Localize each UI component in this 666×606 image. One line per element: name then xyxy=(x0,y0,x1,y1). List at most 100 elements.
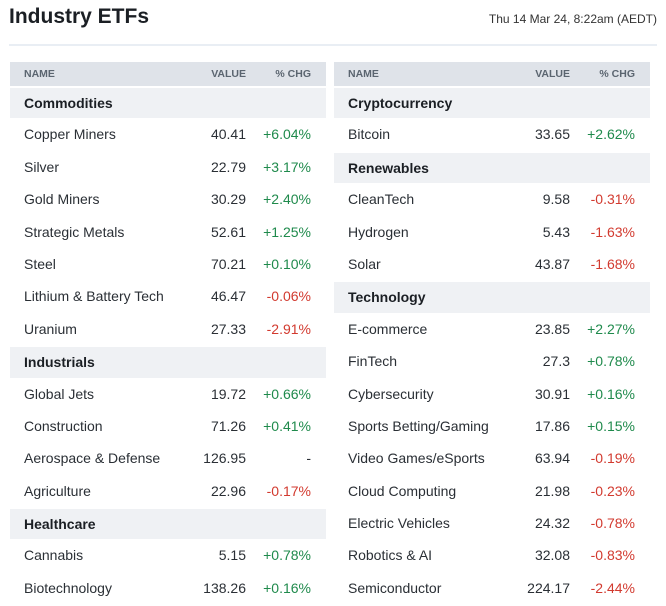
etf-value: 43.87 xyxy=(534,255,570,272)
etf-name: Video Games/eSports xyxy=(348,450,485,467)
divider xyxy=(9,44,657,46)
etf-change: +3.17% xyxy=(263,158,311,175)
table-header: NAME VALUE % CHG xyxy=(334,62,650,86)
etf-change: -0.78% xyxy=(590,515,635,532)
table-header: NAME VALUE % CHG xyxy=(10,62,326,86)
etf-value: 32.08 xyxy=(534,547,570,564)
etf-value: 71.26 xyxy=(210,417,246,434)
etf-row[interactable]: Uranium 27.33 -2.91% xyxy=(10,313,326,345)
etf-change: +0.15% xyxy=(587,417,635,434)
etf-name: Construction xyxy=(24,417,103,434)
etf-row[interactable]: Solar 43.87 -1.68% xyxy=(334,248,650,280)
etf-change: +0.16% xyxy=(263,579,311,596)
etf-name: Strategic Metals xyxy=(24,223,125,240)
etf-value: 70.21 xyxy=(210,255,246,272)
etf-row[interactable]: Bitcoin 33.65 +2.62% xyxy=(334,118,650,150)
etf-change: -2.44% xyxy=(590,579,635,596)
etf-change: +6.04% xyxy=(263,126,311,143)
etf-name: E-commerce xyxy=(348,320,428,337)
etf-value: 46.47 xyxy=(210,288,246,305)
group-header: Industrials xyxy=(10,345,326,378)
etf-name: Robotics & AI xyxy=(348,547,433,564)
etf-row[interactable]: Video Games/eSports 63.94 -0.19% xyxy=(334,442,650,474)
etf-row[interactable]: Cannabis 5.15 +0.78% xyxy=(10,539,326,571)
etf-name: Uranium xyxy=(24,320,77,337)
etf-value: 9.58 xyxy=(542,191,570,208)
etf-table: NAME VALUE % CHG Cryptocurrency Bitcoin 33.65… xyxy=(334,62,650,604)
etf-row[interactable]: Strategic Metals 52.61 +1.25% xyxy=(10,216,326,248)
group-name: Industrials xyxy=(24,354,95,371)
etf-change: -2.91% xyxy=(266,320,311,337)
etf-name: Semiconductor xyxy=(348,579,442,596)
group-name: Cryptocurrency xyxy=(348,95,453,111)
etf-row[interactable]: Gold Miners 30.29 +2.40% xyxy=(10,183,326,215)
etf-change: +1.25% xyxy=(263,223,311,240)
etf-row[interactable]: Construction 71.26 +0.41% xyxy=(10,410,326,442)
group-name: Healthcare xyxy=(24,516,96,533)
etf-row[interactable]: Sports Betting/Gaming 17.86 +0.15% xyxy=(334,410,650,442)
etf-row[interactable]: Lithium & Battery Tech 46.47 -0.06% xyxy=(10,280,326,312)
etf-row[interactable]: Aerospace & Defense 126.95 - xyxy=(10,442,326,474)
etf-value: 5.15 xyxy=(218,547,246,564)
etf-row[interactable]: FinTech 27.3 +0.78% xyxy=(334,345,650,377)
etf-name: Aerospace & Defense xyxy=(24,450,161,467)
etf-value: 22.96 xyxy=(210,482,246,499)
etf-value: 138.26 xyxy=(203,579,246,596)
group-name: Commodities xyxy=(24,95,113,111)
etf-name: Cloud Computing xyxy=(348,482,457,499)
etf-value: 21.98 xyxy=(534,482,570,499)
etf-row[interactable]: Semiconductor 224.17 -2.44% xyxy=(334,572,650,604)
group-header: Renewables xyxy=(334,150,650,184)
etf-row[interactable]: Agriculture 22.96 -0.17% xyxy=(10,475,326,507)
title: Industry ETFs xyxy=(9,5,150,28)
etf-value: 23.85 xyxy=(534,320,570,337)
etf-value: 5.43 xyxy=(542,223,570,240)
etf-row[interactable]: Steel 70.21 +0.10% xyxy=(10,248,326,280)
etf-value: 52.61 xyxy=(210,223,246,240)
etf-row[interactable]: Biotechnology 138.26 +0.16% xyxy=(10,572,326,604)
etf-value: 22.79 xyxy=(210,158,246,175)
etf-row[interactable]: Cybersecurity 30.91 +0.16% xyxy=(334,378,650,410)
etf-change: -0.17% xyxy=(266,482,311,499)
etf-row[interactable]: E-commerce 23.85 +2.27% xyxy=(334,313,650,345)
group-header: Commodities xyxy=(10,86,326,119)
etf-row[interactable]: Silver 22.79 +3.17% xyxy=(10,151,326,183)
etf-row[interactable]: Hydrogen 5.43 -1.63% xyxy=(334,216,650,248)
etf-row[interactable]: CleanTech 9.58 -0.31% xyxy=(334,183,650,215)
etf-value: 19.72 xyxy=(210,385,246,402)
etf-value: 30.91 xyxy=(534,385,570,402)
etf-value: 224.17 xyxy=(527,579,570,596)
etf-change: +2.40% xyxy=(263,191,311,208)
column-header: % CHG xyxy=(275,68,311,80)
etf-value: 63.94 xyxy=(534,450,570,467)
etf-name: Copper Miners xyxy=(24,126,116,143)
etf-name: Agriculture xyxy=(24,482,91,499)
etf-change: +0.78% xyxy=(263,547,311,564)
etf-name: Global Jets xyxy=(24,385,95,402)
etf-row[interactable]: Cloud Computing 21.98 -0.23% xyxy=(334,475,650,507)
etf-change: -0.19% xyxy=(590,450,635,467)
etf-name: Steel xyxy=(24,255,56,272)
etf-change: +0.16% xyxy=(587,385,635,402)
etf-name: Gold Miners xyxy=(24,191,100,208)
etf-change: +0.41% xyxy=(263,417,311,434)
etf-name: FinTech xyxy=(348,353,398,370)
etf-row[interactable]: Copper Miners 40.41 +6.04% xyxy=(10,118,326,150)
etf-value: 27.33 xyxy=(210,320,246,337)
etf-value: 126.95 xyxy=(203,450,246,467)
column-header: NAME xyxy=(348,68,379,80)
etf-value: 27.3 xyxy=(542,353,570,370)
etf-name: Lithium & Battery Tech xyxy=(24,288,164,305)
etf-row[interactable]: Electric Vehicles 24.32 -0.78% xyxy=(334,507,650,539)
etf-row[interactable]: Global Jets 19.72 +0.66% xyxy=(10,378,326,410)
etf-change: +0.66% xyxy=(263,385,311,402)
etf-change: -1.63% xyxy=(590,223,635,240)
etf-change: -0.23% xyxy=(590,482,635,499)
etf-change: - xyxy=(306,450,311,467)
etf-name: Electric Vehicles xyxy=(348,515,450,532)
etf-row[interactable]: Robotics & AI 32.08 -0.83% xyxy=(334,539,650,571)
etf-change: +2.62% xyxy=(587,126,635,143)
etf-name: Biotechnology xyxy=(24,579,112,596)
etf-change: -0.31% xyxy=(590,191,635,208)
